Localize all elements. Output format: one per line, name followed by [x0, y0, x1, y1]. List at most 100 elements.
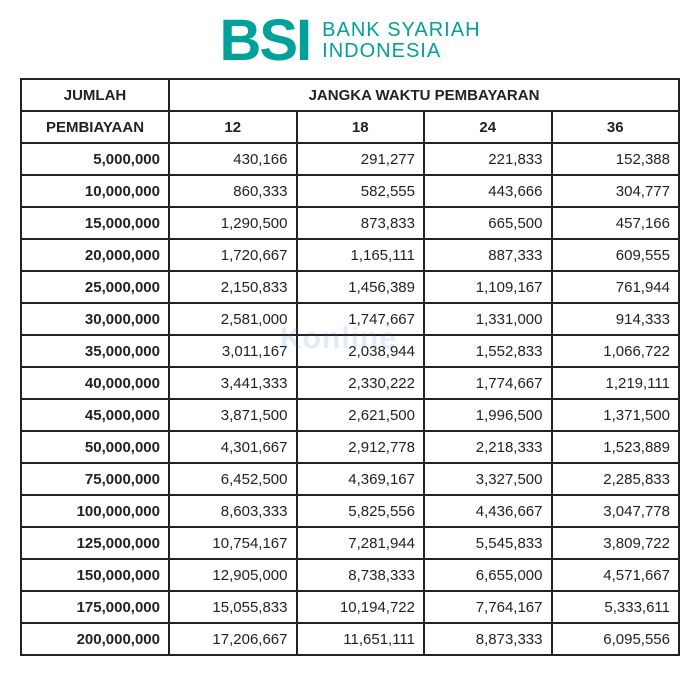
table-row: 35,000,0003,011,1672,038,9441,552,8331,0…	[21, 335, 679, 367]
value-cell: 1,456,389	[297, 271, 425, 303]
value-cell: 4,369,167	[297, 463, 425, 495]
table-row: 5,000,000430,166291,277221,833152,388	[21, 143, 679, 175]
value-cell: 221,833	[424, 143, 552, 175]
value-cell: 1,747,667	[297, 303, 425, 335]
value-cell: 7,281,944	[297, 527, 425, 559]
value-cell: 1,996,500	[424, 399, 552, 431]
value-cell: 443,666	[424, 175, 552, 207]
value-cell: 1,109,167	[424, 271, 552, 303]
header-term-12: 12	[169, 111, 297, 143]
table-header-row-1: JUMLAH JANGKA WAKTU PEMBAYARAN	[21, 79, 679, 111]
value-cell: 1,219,111	[552, 367, 680, 399]
value-cell: 11,651,111	[297, 623, 425, 655]
value-cell: 4,301,667	[169, 431, 297, 463]
value-cell: 1,371,500	[552, 399, 680, 431]
amount-cell: 175,000,000	[21, 591, 169, 623]
value-cell: 2,218,333	[424, 431, 552, 463]
value-cell: 1,552,833	[424, 335, 552, 367]
amount-cell: 15,000,000	[21, 207, 169, 239]
amount-cell: 40,000,000	[21, 367, 169, 399]
value-cell: 10,194,722	[297, 591, 425, 623]
logo-text: BANK SYARIAH INDONESIA	[316, 20, 480, 62]
table-row: 175,000,00015,055,83310,194,7227,764,167…	[21, 591, 679, 623]
value-cell: 2,285,833	[552, 463, 680, 495]
header-term-36: 36	[552, 111, 680, 143]
table-row: 40,000,0003,441,3332,330,2221,774,6671,2…	[21, 367, 679, 399]
table-head: JUMLAH JANGKA WAKTU PEMBAYARAN PEMBIAYAA…	[21, 79, 679, 143]
table-row: 50,000,0004,301,6672,912,7782,218,3331,5…	[21, 431, 679, 463]
value-cell: 2,912,778	[297, 431, 425, 463]
value-cell: 609,555	[552, 239, 680, 271]
value-cell: 2,150,833	[169, 271, 297, 303]
table-row: 100,000,0008,603,3335,825,5564,436,6673,…	[21, 495, 679, 527]
value-cell: 430,166	[169, 143, 297, 175]
value-cell: 5,545,833	[424, 527, 552, 559]
amount-cell: 50,000,000	[21, 431, 169, 463]
value-cell: 15,055,833	[169, 591, 297, 623]
amount-cell: 25,000,000	[21, 271, 169, 303]
value-cell: 2,038,944	[297, 335, 425, 367]
value-cell: 860,333	[169, 175, 297, 207]
amount-cell: 35,000,000	[21, 335, 169, 367]
value-cell: 8,603,333	[169, 495, 297, 527]
logo: BSI BANK SYARIAH INDONESIA	[20, 12, 680, 70]
value-cell: 2,621,500	[297, 399, 425, 431]
header-term-24: 24	[424, 111, 552, 143]
amount-cell: 30,000,000	[21, 303, 169, 335]
value-cell: 4,571,667	[552, 559, 680, 591]
header-pembiayaan: PEMBIAYAAN	[21, 111, 169, 143]
value-cell: 2,581,000	[169, 303, 297, 335]
value-cell: 3,327,500	[424, 463, 552, 495]
value-cell: 457,166	[552, 207, 680, 239]
amount-cell: 45,000,000	[21, 399, 169, 431]
value-cell: 5,333,611	[552, 591, 680, 623]
table-row: 10,000,000860,333582,555443,666304,777	[21, 175, 679, 207]
table-header-row-2: PEMBIAYAAN 12 18 24 36	[21, 111, 679, 143]
table-row: 25,000,0002,150,8331,456,3891,109,167761…	[21, 271, 679, 303]
value-cell: 17,206,667	[169, 623, 297, 655]
value-cell: 665,500	[424, 207, 552, 239]
value-cell: 914,333	[552, 303, 680, 335]
value-cell: 3,871,500	[169, 399, 297, 431]
value-cell: 3,441,333	[169, 367, 297, 399]
value-cell: 1,331,000	[424, 303, 552, 335]
value-cell: 304,777	[552, 175, 680, 207]
value-cell: 10,754,167	[169, 527, 297, 559]
amount-cell: 200,000,000	[21, 623, 169, 655]
value-cell: 1,774,667	[424, 367, 552, 399]
value-cell: 4,436,667	[424, 495, 552, 527]
value-cell: 1,165,111	[297, 239, 425, 271]
logo-line2: INDONESIA	[322, 41, 480, 62]
value-cell: 873,833	[297, 207, 425, 239]
amount-cell: 150,000,000	[21, 559, 169, 591]
amount-cell: 75,000,000	[21, 463, 169, 495]
table-row: 30,000,0002,581,0001,747,6671,331,000914…	[21, 303, 679, 335]
value-cell: 12,905,000	[169, 559, 297, 591]
amount-cell: 100,000,000	[21, 495, 169, 527]
page-root: BSI BANK SYARIAH INDONESIA Konline JUMLA…	[0, 0, 700, 674]
table-row: 200,000,00017,206,66711,651,1118,873,333…	[21, 623, 679, 655]
value-cell: 1,066,722	[552, 335, 680, 367]
amount-cell: 20,000,000	[21, 239, 169, 271]
amount-cell: 5,000,000	[21, 143, 169, 175]
value-cell: 887,333	[424, 239, 552, 271]
table-row: 125,000,00010,754,1677,281,9445,545,8333…	[21, 527, 679, 559]
value-cell: 1,720,667	[169, 239, 297, 271]
value-cell: 6,655,000	[424, 559, 552, 591]
table-row: 150,000,00012,905,0008,738,3336,655,0004…	[21, 559, 679, 591]
value-cell: 3,047,778	[552, 495, 680, 527]
value-cell: 8,873,333	[424, 623, 552, 655]
table-body: 5,000,000430,166291,277221,833152,38810,…	[21, 143, 679, 655]
amount-cell: 10,000,000	[21, 175, 169, 207]
value-cell: 1,523,889	[552, 431, 680, 463]
value-cell: 6,095,556	[552, 623, 680, 655]
header-jumlah: JUMLAH	[21, 79, 169, 111]
value-cell: 291,277	[297, 143, 425, 175]
value-cell: 8,738,333	[297, 559, 425, 591]
value-cell: 6,452,500	[169, 463, 297, 495]
value-cell: 152,388	[552, 143, 680, 175]
header-term-18: 18	[297, 111, 425, 143]
value-cell: 5,825,556	[297, 495, 425, 527]
value-cell: 3,011,167	[169, 335, 297, 367]
value-cell: 7,764,167	[424, 591, 552, 623]
